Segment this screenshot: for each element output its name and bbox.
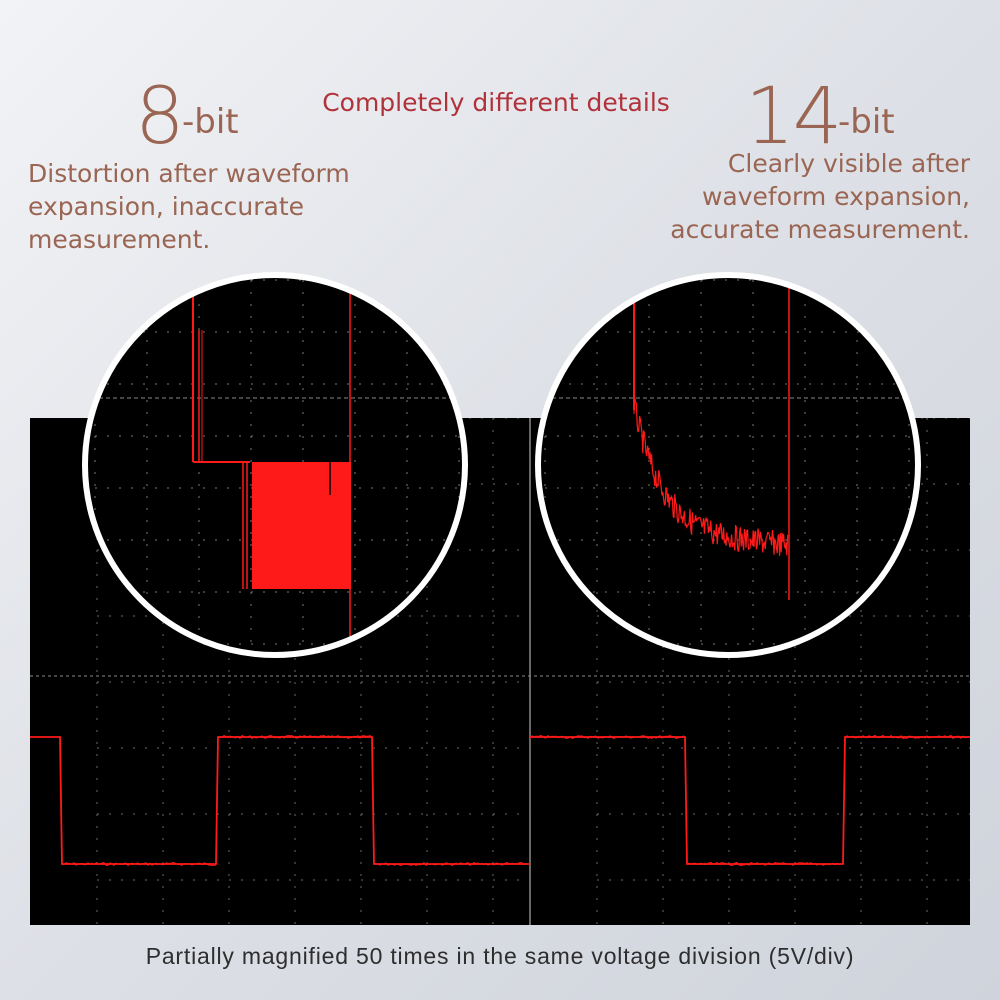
left-description-line: measurement. (28, 225, 211, 254)
left-description-line: Distortion after waveform (28, 159, 350, 188)
headline: Completely different details (322, 88, 670, 117)
left-magnifier (82, 272, 468, 658)
left-description-line: expansion, inaccurate (28, 192, 305, 221)
right-description-line: waveform expansion, (701, 182, 970, 211)
right-description: Clearly visible after waveform expansion… (610, 147, 970, 246)
right-bit-suffix: -bit (838, 102, 895, 142)
right-bit-number: 14 (745, 72, 842, 162)
left-bit-suffix: -bit (182, 102, 239, 142)
footer-caption: Partially magnified 50 times in the same… (145, 943, 855, 969)
wave-noise (61, 734, 970, 867)
right-description-line: Clearly visible after (727, 149, 970, 178)
left-description: Distortion after waveform expansion, ina… (28, 157, 408, 256)
right-description-line: accurate measurement. (670, 215, 970, 244)
left-bit-number: 8 (135, 72, 185, 162)
right-magnifier (535, 272, 921, 658)
